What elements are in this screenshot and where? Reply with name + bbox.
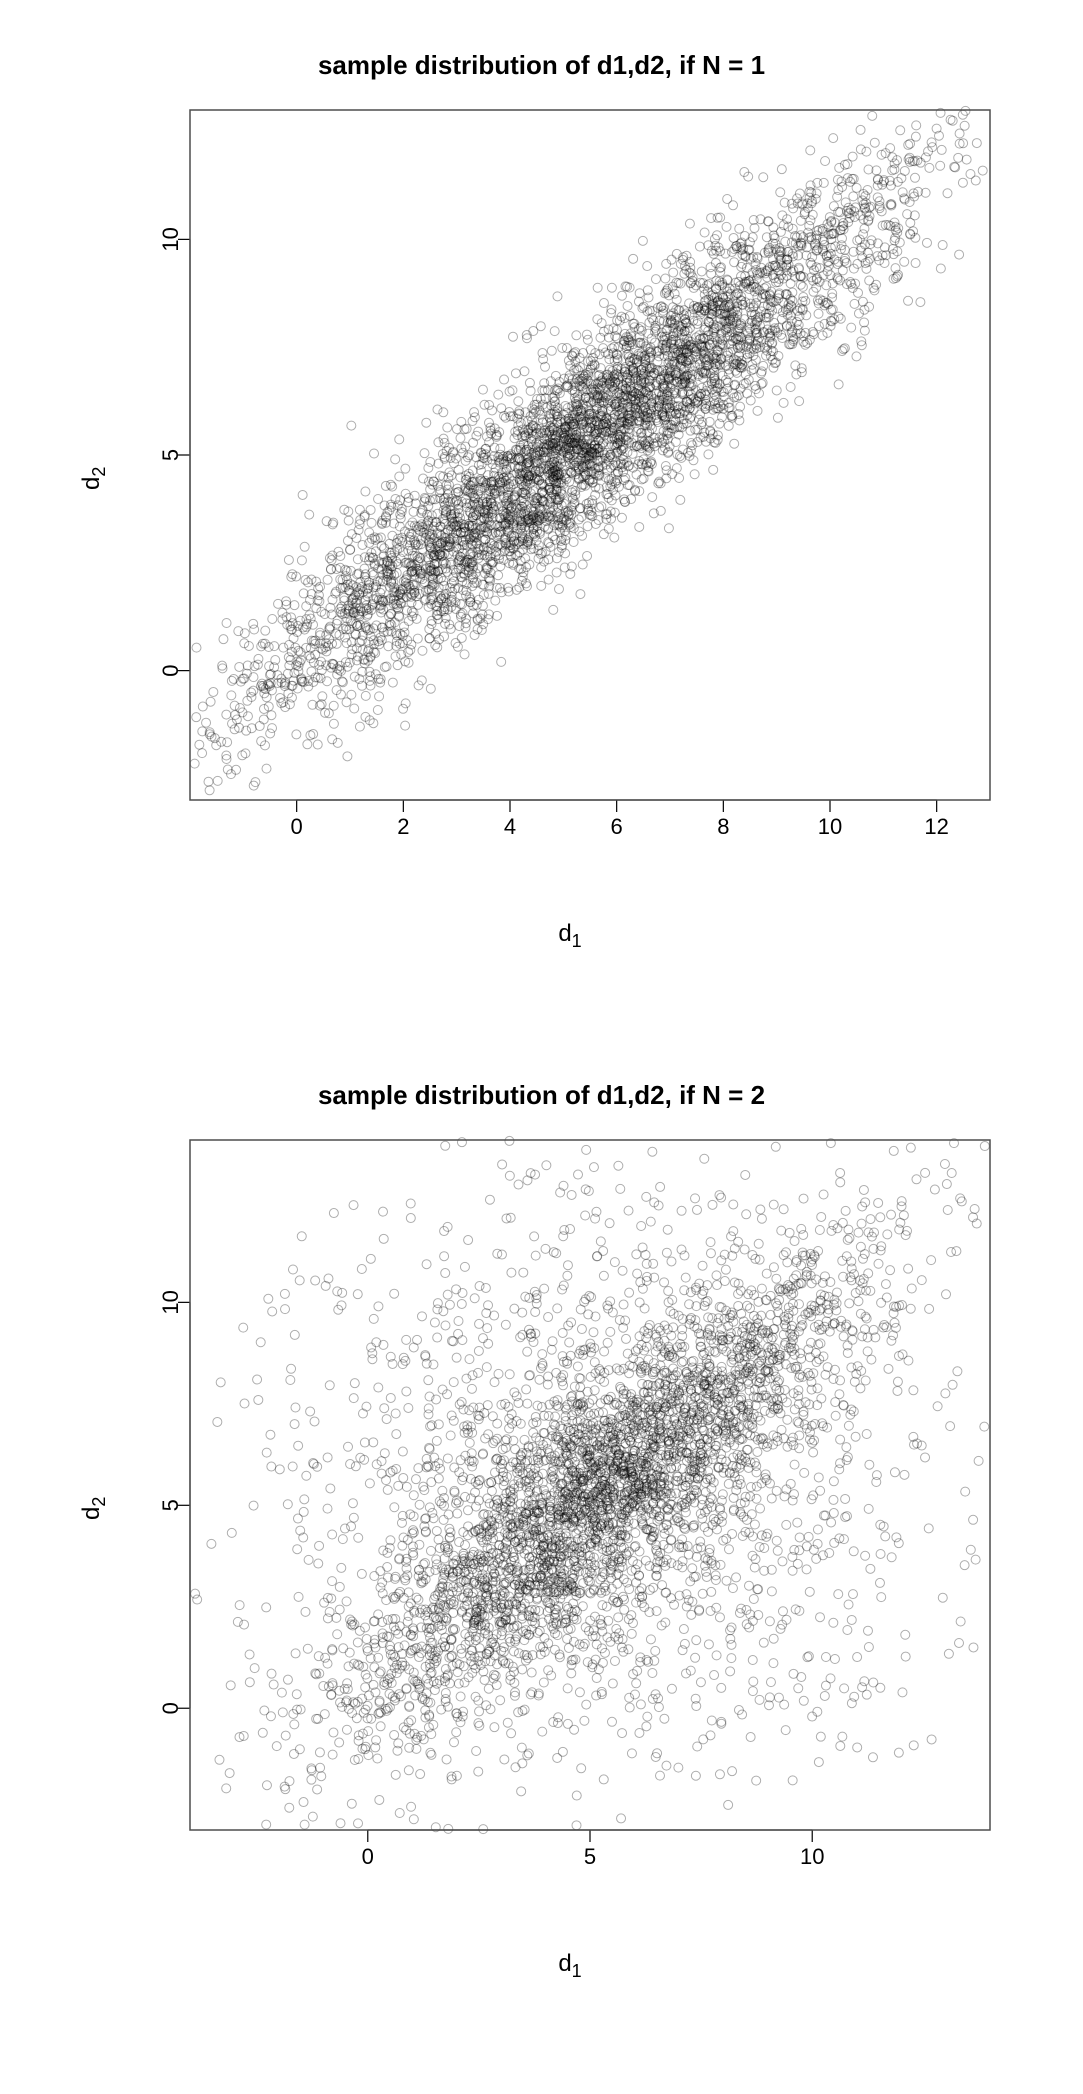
x-tick-label: 4 (504, 814, 516, 839)
x-tick-label: 2 (397, 814, 409, 839)
y-axis-label: d2 (78, 1497, 110, 1520)
page: sample distribution of d1,d2, if N = 1 d2… (0, 0, 1083, 2094)
chart-title: sample distribution of d1,d2, if N = 1 (0, 50, 1083, 81)
chart-title: sample distribution of d1,d2, if N = 2 (0, 1080, 1083, 1111)
y-tick-label: 5 (158, 449, 183, 461)
y-tick-label: 5 (158, 1499, 183, 1511)
x-tick-label: 0 (362, 1844, 374, 1869)
y-tick-label: 10 (158, 227, 183, 251)
y-tick-label: 0 (158, 665, 183, 677)
chart-n1: sample distribution of d1,d2, if N = 1 d2… (0, 20, 1083, 1020)
x-tick-label: 12 (924, 814, 948, 839)
y-axis-label: d2 (78, 467, 110, 490)
chart-n2: sample distribution of d1,d2, if N = 2 d2… (0, 1050, 1083, 2050)
x-tick-label: 5 (584, 1844, 596, 1869)
x-tick-label: 10 (818, 814, 842, 839)
plot-area: 0 5 10 0 5 10 (130, 1130, 1010, 1890)
y-tick-label: 0 (158, 1702, 183, 1714)
plot-area: 0 2 4 6 8 10 12 0 5 10 (130, 100, 1010, 860)
y-tick-label: 10 (158, 1290, 183, 1314)
x-tick-label: 10 (800, 1844, 824, 1869)
x-tick-label: 8 (717, 814, 729, 839)
x-tick-label: 0 (291, 814, 303, 839)
x-tick-label: 6 (611, 814, 623, 839)
x-axis-label: d1 (130, 920, 1010, 952)
x-axis-label: d1 (130, 1950, 1010, 1982)
